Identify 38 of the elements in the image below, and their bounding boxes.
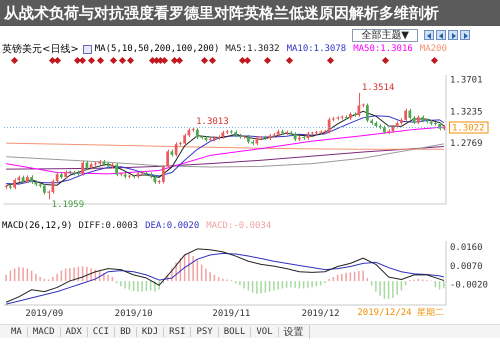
text: DEA:0.0020 — [145, 220, 200, 230]
y-tick-label: -0.0020 — [450, 280, 488, 291]
text: MA200 — [420, 44, 447, 54]
y-tick-label: 0.0160 — [450, 243, 483, 254]
ref-line-label: 1.3022 — [452, 123, 485, 134]
x-tick-label: 2019/10 — [114, 308, 153, 319]
text: MACD:-0.0034 — [206, 220, 272, 230]
text: KDJ — [136, 326, 164, 336]
text: ADX — [60, 326, 88, 336]
text: MA — [6, 326, 28, 336]
y-tick-label: 1.2769 — [450, 139, 483, 150]
annotation: 1.3514 — [362, 82, 394, 93]
legend-title: MACD(26,12,9) — [2, 220, 72, 230]
text: 设置 — [278, 324, 310, 338]
text: MA5:1.3032 — [225, 44, 280, 54]
legend-title: MA(5,10,50,200,100,200) — [94, 44, 220, 54]
y-tick-label: 1.3235 — [450, 107, 483, 118]
text: BOLL — [218, 326, 252, 336]
text: VOL — [251, 326, 279, 336]
text: 2019/12/24 星期二 — [357, 307, 444, 318]
x-tick-label: 2019/11 — [212, 308, 250, 319]
text: RSI — [164, 326, 192, 336]
text: DIFF:0.0003 — [78, 220, 138, 230]
annotation: 1.1959 — [52, 200, 84, 210]
y-tick-label: 1.3701 — [450, 75, 483, 86]
y-tick-label: 0.0070 — [450, 262, 483, 272]
text: MACD — [28, 326, 61, 336]
x-tick-label: 2019/09 — [25, 308, 64, 319]
x-tick-label: 2019/12 — [302, 308, 340, 319]
annotation: 1.3013 — [196, 117, 229, 128]
chart-title: 从战术负荷与对抗强度看罗德里对阵英格兰低迷原因解析多维剖析 — [0, 0, 500, 26]
text: CCI — [88, 326, 116, 336]
text: BD — [115, 326, 137, 336]
text: 全部主题▼ — [352, 28, 418, 42]
text: PSY — [191, 326, 219, 336]
text: MA10:1.3078 — [286, 44, 346, 54]
chart-subtitle: 英镑美元<日线> — [2, 42, 79, 56]
text: MA50:1.3016 — [353, 44, 413, 54]
